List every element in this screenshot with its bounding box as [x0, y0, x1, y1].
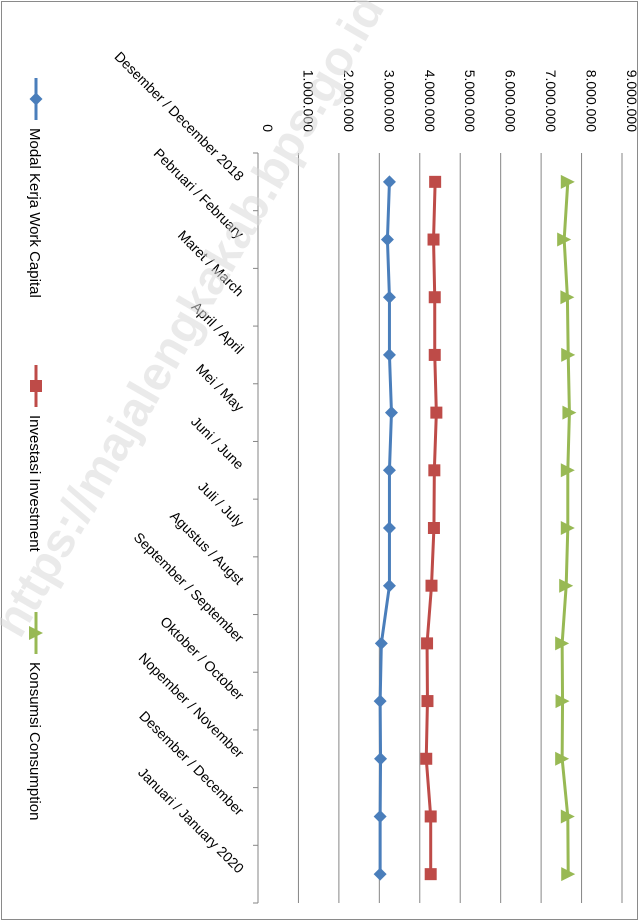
data-point [428, 464, 441, 477]
data-point [382, 521, 396, 535]
data-point [373, 809, 387, 823]
legend-label: Investasi Investment [26, 415, 43, 553]
data-point [555, 751, 570, 766]
category-tick-label: Juni / June [188, 413, 247, 472]
data-point [559, 578, 574, 593]
data-point [560, 521, 575, 535]
legend-label: Konsumsi Consumption [26, 662, 43, 820]
data-point [562, 405, 577, 420]
legend-item: Investasi Investment [26, 365, 43, 553]
data-point [555, 636, 570, 651]
legend-item: Modal Kerja Work Capital [26, 78, 43, 298]
data-point [561, 347, 576, 362]
value-tick-label: 1.000.000 [300, 70, 316, 132]
legend-marker [29, 92, 43, 106]
data-point [382, 579, 396, 593]
gridlines [297, 153, 623, 903]
legend-marker [29, 626, 43, 640]
data-point [560, 174, 575, 189]
series-3 [555, 174, 577, 882]
category-tick-label: September / September [131, 529, 248, 646]
data-point [374, 752, 388, 766]
value-tick-label: 6.000.000 [503, 70, 519, 132]
data-point [373, 867, 387, 881]
data-point [557, 232, 572, 247]
data-point [421, 637, 434, 650]
data-point [427, 233, 440, 246]
data-point [560, 809, 575, 824]
data-point [382, 463, 396, 477]
data-point [560, 463, 575, 478]
data-point [560, 290, 575, 305]
data-point [425, 579, 438, 592]
data-point [430, 406, 443, 419]
data-point [373, 694, 387, 708]
value-tick-label: 2.000.000 [341, 70, 357, 132]
category-tick-label: Nopember / November [136, 649, 248, 761]
value-tick-label: 0 [260, 124, 276, 132]
data-point [382, 348, 396, 362]
value-tick-label: 7.000.000 [543, 70, 559, 132]
data-point [380, 233, 394, 247]
data-point [382, 175, 396, 189]
series-1 [373, 175, 398, 881]
data-point [428, 348, 441, 361]
category-tick-label: Januari / January 2020 [135, 764, 247, 876]
value-tick-label: 4.000.000 [422, 70, 438, 132]
data-point [561, 867, 576, 882]
data-point [424, 810, 437, 823]
data-point [384, 406, 398, 420]
data-point [421, 695, 434, 708]
series-lines [373, 174, 577, 882]
data-point [428, 291, 441, 304]
data-point [374, 636, 388, 650]
value-tick-label: 5.000.000 [462, 70, 478, 132]
value-axis-tick-labels: 0 1.000.000 2.000.000 3.000.000 4.000.000 5.0… [260, 70, 640, 133]
data-point [420, 752, 433, 765]
legend-marker [30, 380, 42, 392]
data-point [424, 868, 437, 881]
value-tick-label: 8.000.000 [584, 70, 600, 132]
series-2 [420, 175, 443, 881]
category-tick-label: Juli / July [195, 478, 247, 530]
data-point [429, 175, 442, 188]
category-tick-label: Mei / May [193, 361, 247, 415]
value-tick-label: 9.000.000 [624, 70, 640, 132]
data-point [555, 694, 570, 709]
legend-item: Konsumsi Consumption [26, 612, 43, 820]
data-point [427, 522, 440, 534]
value-tick-label: 3.000.000 [381, 70, 397, 132]
category-tick-label: Desember / December [136, 708, 247, 819]
legend: Modal Kerja Work Capital Investasi Invest… [26, 78, 43, 820]
data-point [382, 290, 396, 304]
legend-label: Modal Kerja Work Capital [26, 128, 43, 298]
